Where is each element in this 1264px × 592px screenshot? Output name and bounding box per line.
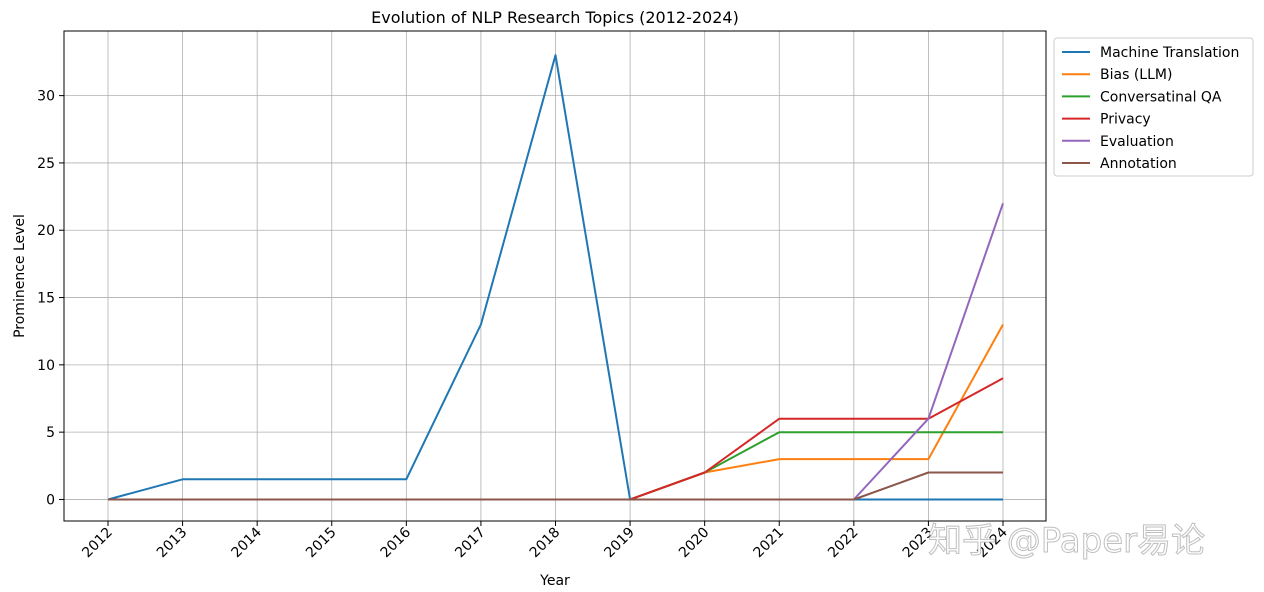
watermark: 知乎 @Paper易论	[928, 521, 1205, 561]
y-tick-label: 25	[37, 156, 55, 172]
y-axis-label: Prominence Level	[12, 214, 28, 338]
x-tick-label: 2018	[527, 525, 564, 562]
series-line	[108, 471, 1003, 501]
legend-frame	[1053, 37, 1254, 177]
x-tick-label: 2021	[751, 525, 788, 562]
y-tick-label: 5	[46, 425, 55, 441]
x-axis-label: Year	[539, 573, 570, 589]
chart-title: Evolution of NLP Research Topics (2012-2…	[371, 8, 739, 27]
y-tick-label: 30	[37, 89, 55, 105]
plot-frame	[63, 30, 1047, 522]
x-tick-label: 2012	[79, 525, 116, 562]
legend-label: Privacy	[1100, 112, 1151, 128]
y-tick-label: 10	[37, 358, 55, 374]
legend-label: Evaluation	[1100, 134, 1174, 150]
y-axis: 0 5 10 15 20 25 30	[37, 89, 64, 508]
y-tick-label: 20	[37, 223, 55, 239]
x-tick-label: 2013	[154, 525, 191, 562]
x-tick-label: 2019	[601, 525, 638, 562]
x-tick-label: 2017	[452, 525, 489, 562]
x-tick-label: 2022	[825, 525, 862, 562]
legend-label: Annotation	[1100, 156, 1177, 172]
legend: Machine Translation Bias (LLM) Conversatin…	[1053, 37, 1254, 177]
x-tick-label: 2015	[303, 525, 340, 562]
x-tick-label: 2014	[228, 524, 265, 561]
grid-lines	[64, 31, 1046, 521]
legend-label: Conversatinal QA	[1100, 89, 1222, 105]
legend-label: Machine Translation	[1100, 45, 1239, 61]
y-tick-label: 0	[46, 492, 55, 508]
series-lines	[107, 54, 1004, 501]
x-axis: 2012 2013 2014 2015 2016 2017 2018 2019 2020 2021…	[79, 521, 1011, 561]
legend-label: Bias (LLM)	[1100, 67, 1172, 83]
x-tick-label: 2020	[676, 525, 713, 562]
x-tick-label: 2016	[378, 524, 415, 561]
y-tick-label: 15	[37, 291, 55, 307]
